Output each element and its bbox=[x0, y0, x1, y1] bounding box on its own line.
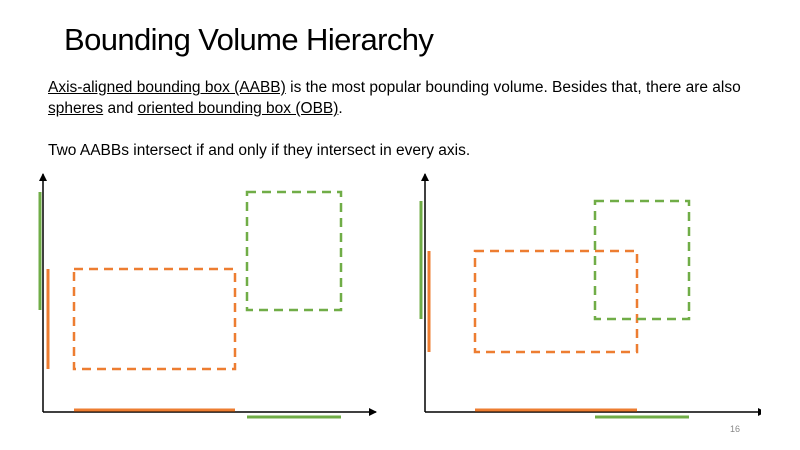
green-box bbox=[245, 190, 343, 312]
orange-box bbox=[72, 267, 237, 371]
paragraph-text: and bbox=[103, 100, 138, 117]
obb-link[interactable]: oriented bounding box (OBB) bbox=[137, 100, 339, 117]
non-intersecting-diagram bbox=[38, 173, 377, 419]
aabb-link[interactable]: Axis-aligned bounding box (AABB) bbox=[48, 79, 286, 96]
orange-box bbox=[473, 249, 639, 354]
aabb-paragraph: Axis-aligned bounding box (AABB) is the … bbox=[48, 77, 748, 119]
intersection-rule: Two AABBs intersect if and only if they … bbox=[48, 142, 471, 159]
page-number: 16 bbox=[729, 424, 740, 434]
intersecting-diagram bbox=[419, 173, 761, 419]
green-box bbox=[593, 199, 691, 321]
paragraph-text: . bbox=[338, 100, 343, 117]
paragraph-text: is the most popular bounding volume. Bes… bbox=[285, 79, 741, 96]
slide-title: Bounding Volume Hierarchy bbox=[64, 22, 434, 57]
spheres-link[interactable]: spheres bbox=[48, 100, 104, 117]
